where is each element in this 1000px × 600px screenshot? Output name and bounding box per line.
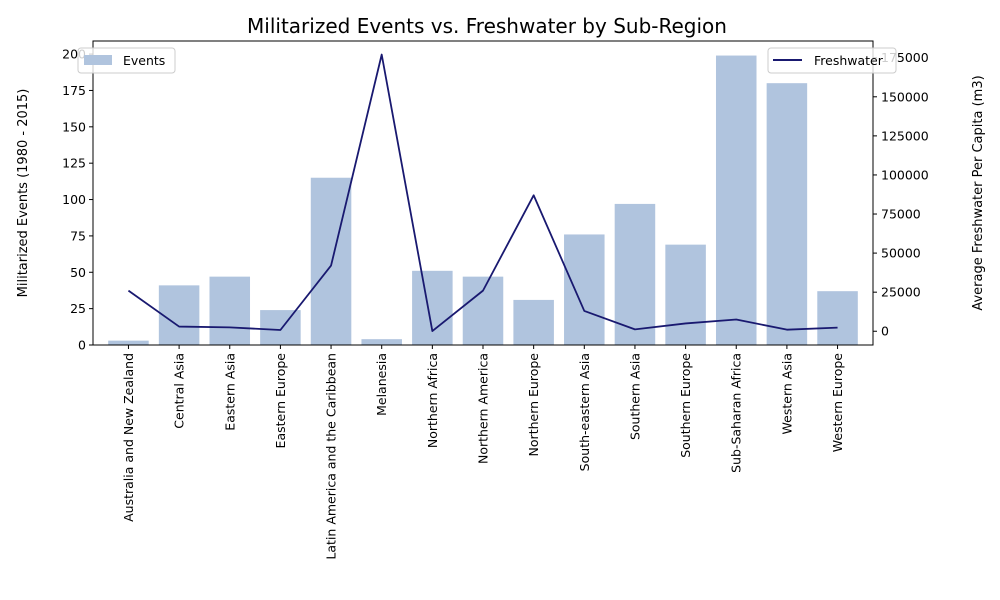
- left-tick-label: 0: [78, 338, 86, 353]
- legend-freshwater-frame: [767, 47, 897, 74]
- legend-events: Events: [77, 47, 176, 74]
- right-tick-label: 75000: [881, 207, 921, 222]
- x-tick-label: Northern Europe: [526, 353, 541, 457]
- bar-1: [158, 285, 200, 345]
- line-group: [127, 53, 838, 332]
- left-tick-label: 25: [70, 301, 86, 316]
- bar-5: [361, 339, 402, 345]
- right-tick-label: 50000: [881, 246, 921, 261]
- x-tick-label: Western Europe: [830, 353, 845, 453]
- x-tick-label: Sub-Saharan Africa: [729, 353, 744, 473]
- bar-2: [209, 276, 251, 345]
- bar-11: [665, 244, 706, 345]
- right-tick-label: 125000: [881, 128, 929, 143]
- bar-0: [108, 340, 149, 345]
- x-tick-label: Central Asia: [172, 353, 187, 429]
- left-tick-label: 100: [62, 192, 86, 207]
- y-axis-left-label: Militarized Events (1980 - 2015): [16, 89, 31, 298]
- x-tick-label: Western Asia: [779, 353, 794, 434]
- left-tick-label: 150: [62, 119, 86, 134]
- x-tick-label: Eastern Asia: [222, 353, 237, 431]
- x-axis: Australia and New Zealand Central Asia Eas…: [121, 345, 845, 560]
- x-tick-label: Northern Africa: [425, 353, 440, 448]
- x-tick-label: South-eastern Asia: [577, 353, 592, 471]
- x-tick-label: Melanesia: [374, 353, 389, 416]
- left-tick-label: 175: [62, 83, 86, 98]
- right-tick-label: 25000: [881, 285, 921, 300]
- legend-events-label: Events: [123, 53, 165, 68]
- right-tick-label: 0: [881, 324, 889, 339]
- legend-events-swatch: [84, 55, 112, 65]
- left-tick-label: 125: [62, 156, 86, 171]
- right-tick-label: 100000: [881, 167, 929, 182]
- legend-freshwater-label: Freshwater: [814, 53, 884, 68]
- bar-7: [462, 276, 504, 345]
- bar-14: [817, 291, 858, 345]
- bar-3: [260, 310, 301, 345]
- chart-title: Militarized Events vs. Freshwater by Sub…: [247, 14, 727, 38]
- y-axis-right-label: Average Freshwater Per Capita (m3): [971, 75, 986, 310]
- bar-13: [766, 83, 808, 346]
- x-tick-label: Southern Europe: [678, 353, 693, 458]
- bar-12: [715, 55, 757, 346]
- x-tick-label: Latin America and the Caribbean: [324, 353, 339, 560]
- x-tick-label: Southern Asia: [627, 353, 642, 440]
- left-tick-label: 75: [70, 228, 86, 243]
- bars-group: [108, 55, 858, 346]
- left-tick-label: 50: [70, 265, 86, 280]
- legend-freshwater: Freshwater: [767, 47, 897, 74]
- legend-events-frame: [77, 47, 176, 74]
- right-tick-label: 150000: [881, 89, 929, 104]
- x-tick-label: Northern America: [476, 353, 491, 464]
- x-tick-label: Eastern Europe: [273, 353, 288, 449]
- bar-9: [564, 234, 605, 345]
- bar-8: [513, 299, 554, 345]
- bar-6: [412, 270, 453, 345]
- bar-10: [614, 203, 656, 345]
- x-tick-label: Australia and New Zealand: [121, 353, 136, 522]
